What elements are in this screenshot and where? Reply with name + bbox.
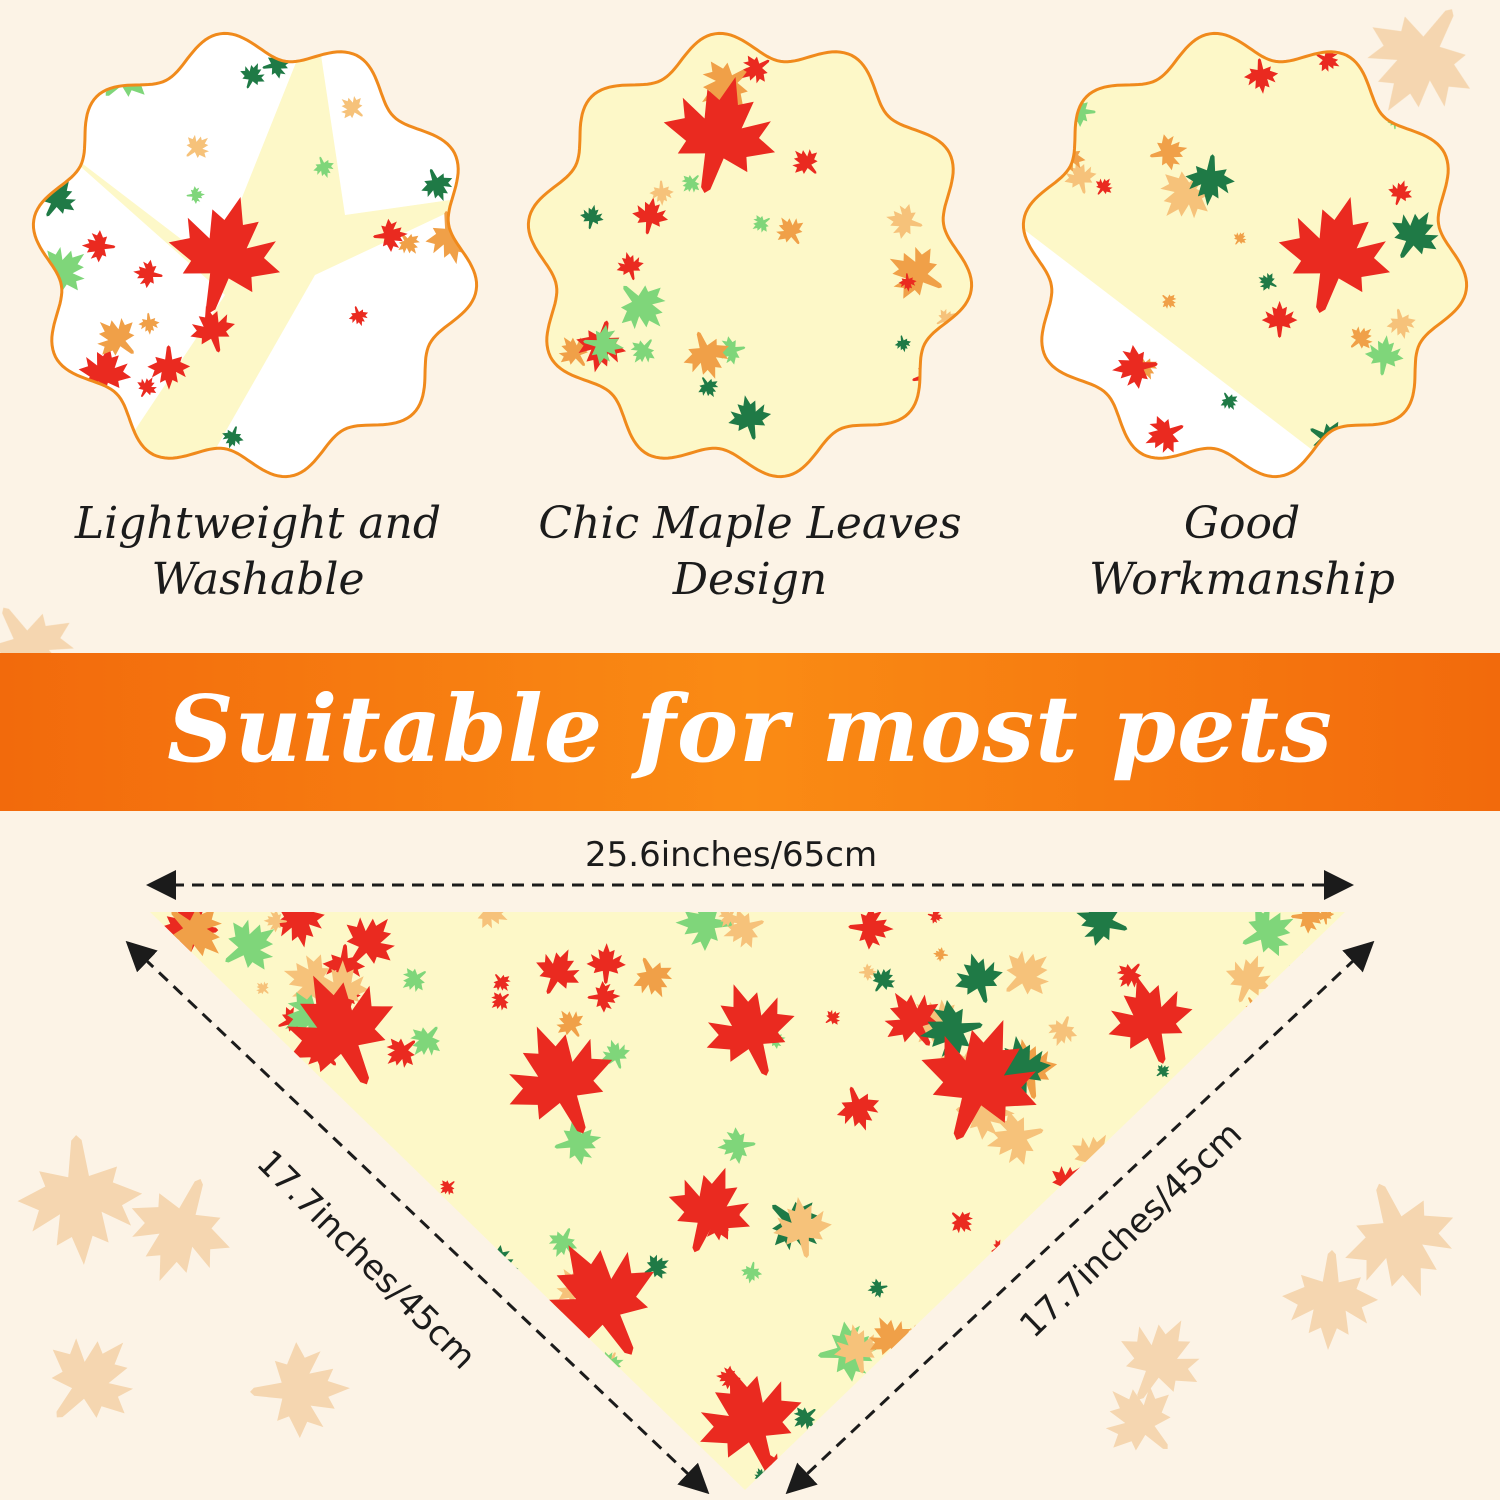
maple-leaf-icon	[241, 1140, 262, 1161]
maple-leaf-icon	[516, 1417, 551, 1451]
maple-leaf-icon	[151, 970, 184, 1002]
maple-leaf-icon	[1296, 1112, 1345, 1199]
maple-leaf-icon	[20, 1310, 160, 1450]
feature-caption-lightweight: Lightweight and Washable	[18, 496, 498, 608]
feature-photo-2	[526, 31, 974, 479]
maple-leaf-icon	[987, 1252, 1025, 1289]
caption-line: Design	[672, 554, 828, 605]
maple-leaf-icon	[948, 1427, 976, 1456]
maple-leaf-icon	[465, 1419, 536, 1488]
maple-leaf-icon	[150, 1075, 169, 1109]
maple-leaf-icon	[979, 1416, 1025, 1463]
maple-leaf-icon	[1246, 1322, 1296, 1372]
maple-leaf-icon	[1280, 1248, 1380, 1352]
width-label: 25.6inches/65cm	[585, 835, 878, 875]
maple-leaf-icon	[1252, 1049, 1326, 1121]
maple-leaf-icon	[110, 1159, 250, 1301]
maple-leaf-icon	[909, 1434, 936, 1461]
banner: Suitable for most pets	[0, 653, 1500, 811]
feature-caption-design: Chic Maple Leaves Design	[510, 496, 990, 608]
maple-leaf-icon	[1053, 1437, 1107, 1490]
maple-leaf-icon	[312, 1453, 338, 1479]
maple-leaf-icon	[1224, 1355, 1251, 1381]
maple-leaf-icon	[300, 1324, 335, 1357]
maple-leaf-icon	[465, 1239, 485, 1259]
feature-caption-workmanship: Good Workmanship	[1002, 496, 1482, 608]
maple-leaf-icon	[182, 1324, 230, 1374]
caption-line: Workmanship	[1089, 554, 1395, 605]
right-side-arrow	[785, 940, 1375, 1495]
maple-leaf-icon	[91, 33, 151, 85]
caption-line: Washable	[151, 554, 365, 605]
maple-leaf-icon	[352, 1373, 387, 1409]
maple-leaf-icon	[1201, 1178, 1279, 1257]
maple-leaf-icon	[1320, 1052, 1341, 1073]
feature-photo-1	[31, 31, 479, 479]
maple-leaf-icon	[1203, 1200, 1260, 1256]
maple-leaf-icon	[569, 68, 597, 96]
caption-line: Lightweight and	[74, 498, 442, 549]
maple-leaf-icon	[1081, 1463, 1108, 1490]
maple-leaf-icon	[248, 1340, 352, 1440]
caption-line: Chic Maple Leaves	[538, 498, 962, 549]
maple-leaf-icon	[1256, 1069, 1320, 1131]
caption-line: Good	[1183, 498, 1301, 549]
maple-leaf-icon	[150, 1164, 176, 1207]
maple-leaf-icon	[1093, 1319, 1117, 1343]
maple-leaf-icon	[13, 1131, 147, 1269]
maple-leaf-icon	[1175, 1264, 1246, 1335]
maple-leaf-icon	[1264, 982, 1295, 1014]
maple-leaf-icon	[205, 1216, 283, 1295]
maple-leaf-icon	[934, 1423, 960, 1448]
maple-leaf-icon	[1270, 1329, 1345, 1406]
banner-text: Suitable for most pets	[167, 675, 1333, 783]
maple-leaf-icon	[1084, 1364, 1196, 1476]
maple-leaf-icon	[433, 1267, 464, 1298]
left-side-arrow	[125, 940, 710, 1495]
maple-leaf-icon	[1068, 1422, 1096, 1450]
maple-leaf-icon	[455, 1438, 497, 1481]
